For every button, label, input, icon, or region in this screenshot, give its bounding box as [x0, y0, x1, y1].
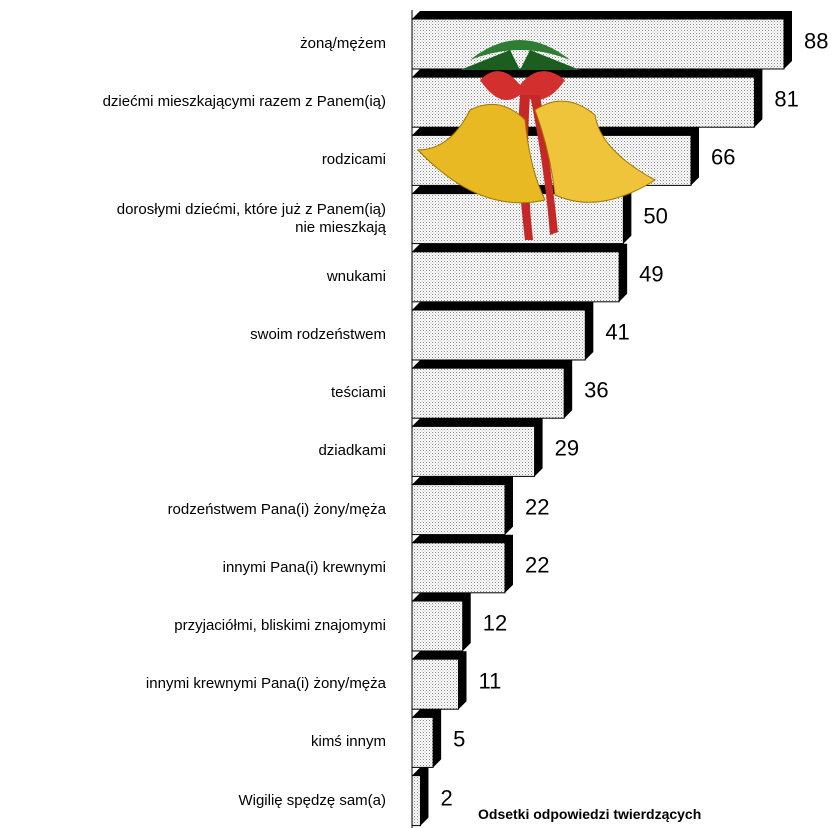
value-label: 5: [453, 726, 466, 752]
bar: [411, 484, 506, 536]
value-label: 81: [774, 86, 799, 112]
bar: [411, 600, 464, 652]
value-label: 88: [804, 28, 829, 54]
value-label: 36: [584, 377, 609, 403]
bar-side: [412, 476, 513, 535]
bar: [411, 251, 620, 303]
category-label: rodzeństwem Pana(i) żony/męża: [167, 500, 386, 518]
bar: [411, 18, 785, 70]
bar: [411, 425, 536, 477]
category-label: Wigilię spędzę sam(a): [238, 791, 386, 809]
bar-side: [412, 418, 543, 477]
bar-side: [412, 127, 699, 186]
bar-side: [412, 767, 429, 826]
value-label: 2: [440, 784, 453, 810]
value-label: 29: [554, 435, 580, 461]
bar-side: [412, 360, 573, 419]
category-label: innymi krewnymi Pana(i) żony/męża: [145, 675, 386, 693]
bar-side: [412, 243, 628, 302]
bar: [411, 775, 421, 827]
category-label: rodzicami: [321, 151, 386, 169]
category-label: przyjaciółmi, bliskimi znajomymi: [174, 617, 386, 634]
bar: [411, 716, 434, 768]
category-label: teściami: [330, 384, 386, 402]
value-label: 66: [711, 144, 736, 170]
category-label: dziadkami: [318, 442, 386, 460]
bar-side: [412, 651, 467, 710]
category-label: swoim rodzeństwem: [250, 326, 386, 343]
bar-side: [412, 593, 471, 651]
category-label: kimś innym: [310, 733, 386, 751]
bar: [411, 367, 565, 419]
value-label: 22: [525, 493, 550, 519]
bar: [411, 542, 506, 594]
category-label: wnukami: [326, 267, 386, 285]
category-label: żoną/mężem: [300, 35, 386, 52]
bar: [411, 309, 586, 361]
value-label: 11: [478, 668, 502, 694]
bar-side: [412, 534, 513, 593]
value-label: 50: [643, 202, 668, 228]
bar: [411, 658, 459, 710]
value-label: 12: [482, 610, 508, 636]
category-label: innymi Pana(i) krewnymi: [222, 558, 386, 576]
bar-side: [412, 11, 792, 69]
bar-side: [412, 709, 442, 768]
value-label: 49: [639, 261, 664, 287]
decoration: [416, 40, 656, 240]
value-label: 22: [525, 552, 550, 578]
bar-side: [412, 302, 594, 360]
category-label: dorosłymi dziećmi, które już z Panem(ią)…: [116, 200, 386, 236]
value-label: 41: [605, 319, 630, 345]
bar-side: [412, 69, 763, 128]
annotation: Odsetki odpowiedzi twierdzących: [478, 806, 702, 822]
category-label: dziećmi mieszkającymi razem z Panem(ią): [102, 93, 386, 111]
